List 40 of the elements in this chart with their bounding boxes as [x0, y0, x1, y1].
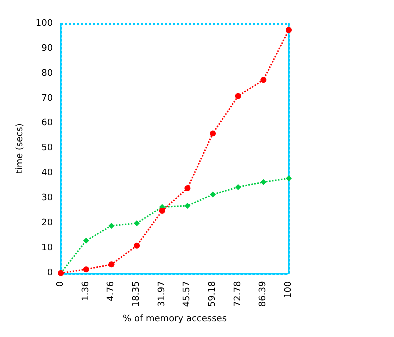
y-tick-label: 30: [42, 194, 54, 204]
point: [83, 238, 90, 244]
x-tick-label: 31.97: [157, 281, 168, 308]
x-tick-label: 0: [56, 281, 66, 288]
x-tick-label: 86.39: [258, 281, 269, 308]
point: [184, 203, 191, 210]
y-tick-label: 20: [42, 218, 54, 228]
x-tick-label: 100: [284, 281, 294, 299]
point: [134, 242, 140, 249]
x-tick-label: 18.35: [132, 281, 142, 308]
point: [235, 93, 242, 100]
x-tick-label: 59.18: [208, 281, 218, 308]
point: [210, 130, 216, 137]
y-tick-label: 70: [42, 94, 54, 104]
y-tick-label: 90: [42, 44, 54, 54]
y-tick-label: 40: [42, 168, 54, 179]
point: [235, 184, 242, 190]
point: [260, 179, 267, 186]
y-tick-label: 60: [42, 118, 54, 129]
point: [108, 222, 115, 229]
x-tick-label: 4.76: [106, 281, 117, 302]
point: [286, 176, 292, 182]
point: [83, 266, 90, 273]
y-tick-label: 0: [47, 268, 54, 278]
x-tick-label: 45.57: [182, 281, 193, 308]
point: [108, 262, 115, 268]
point: [134, 220, 140, 226]
y-tick-label: 10: [42, 243, 54, 254]
y-tick-label: 80: [42, 68, 54, 79]
x-axis-title: % of memory accesses: [123, 314, 228, 324]
point: [184, 186, 191, 192]
point: [260, 77, 267, 84]
point: [210, 192, 216, 198]
x-tick-label: 1.36: [81, 281, 92, 302]
y-tick-label: 100: [36, 19, 54, 29]
x-tick-label: 72.78: [233, 281, 244, 308]
y-axis-title: time (secs): [16, 124, 26, 174]
point: [159, 208, 166, 214]
y-tick-label: 50: [42, 144, 54, 154]
point: [286, 27, 292, 34]
